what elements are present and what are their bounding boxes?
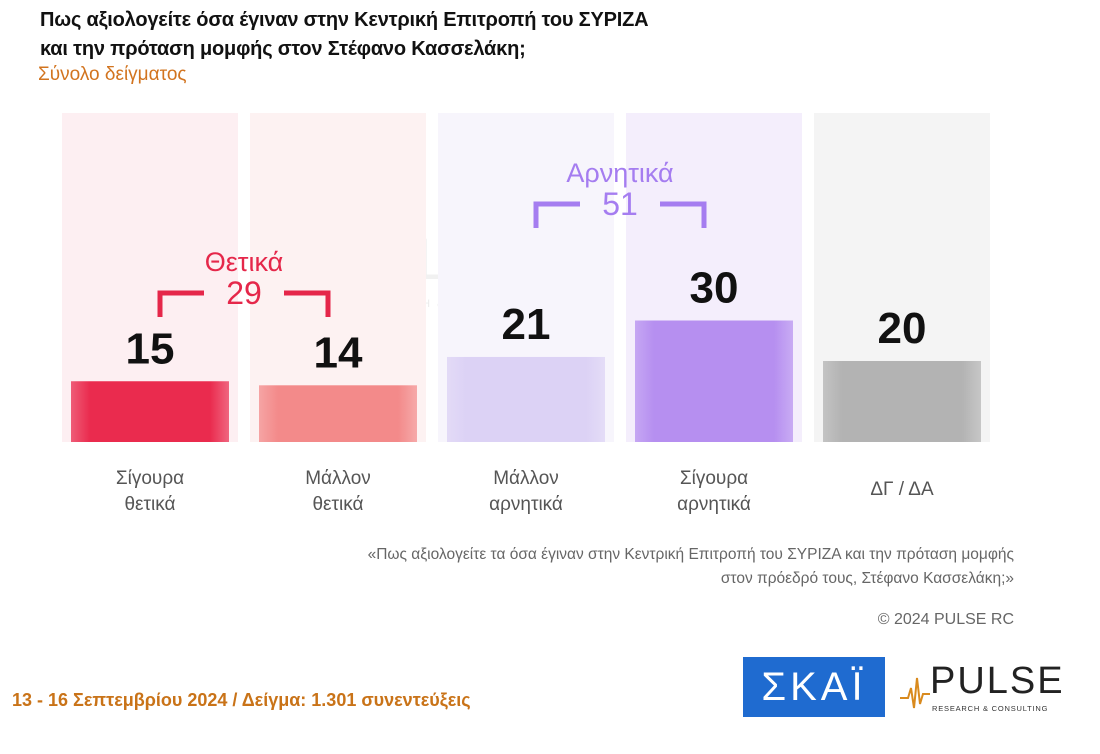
category-label: αρνητικά xyxy=(489,494,563,515)
quote-line-1: «Πως αξιολογείτε τα όσα έγιναν στην Κεντ… xyxy=(367,546,1014,563)
group-total-label: 51 xyxy=(602,186,638,222)
group-bracket xyxy=(660,201,707,228)
bar-value-label: 30 xyxy=(690,264,739,313)
pulse-logo: PULSE RESEARCH & CONSULTING xyxy=(900,660,1070,718)
bar-value-label: 14 xyxy=(314,328,363,377)
bar xyxy=(635,320,793,442)
group-total-label: 29 xyxy=(226,275,262,311)
bar xyxy=(71,381,229,442)
bar xyxy=(259,385,417,442)
group-bracket xyxy=(157,290,204,317)
skai-logo: ΣΚΑΪ xyxy=(743,657,885,717)
bar-value-label: 21 xyxy=(502,300,551,349)
bar-value-label: 15 xyxy=(126,324,175,373)
chart-title: Πως αξιολογείτε όσα έγιναν στην Κεντρική… xyxy=(40,6,800,64)
pulse-wave-icon xyxy=(900,677,930,709)
pulse-logo-sub: RESEARCH & CONSULTING xyxy=(932,704,1049,713)
survey-dates-sample: 13 - 16 Σεπτεμβρίου 2024 / Δείγμα: 1.301… xyxy=(12,690,471,710)
bar xyxy=(447,356,605,442)
category-label: Σίγουρα xyxy=(680,468,748,489)
bar-value-label: 20 xyxy=(878,304,927,353)
chart-subtitle: Σύνολο δείγματος xyxy=(38,64,187,85)
bar xyxy=(823,361,981,442)
question-quote: «Πως αξιολογείτε τα όσα έγιναν στην Κεντ… xyxy=(234,543,1014,591)
pulse-logo-word: PULSE xyxy=(930,660,1065,702)
category-label: Σίγουρα xyxy=(116,468,184,489)
category-label: Μάλλον xyxy=(305,468,371,489)
category-label: αρνητικά xyxy=(677,494,751,515)
group-bracket xyxy=(533,201,580,228)
category-label: ΔΓ / ΔΑ xyxy=(870,479,934,500)
title-line-1: Πως αξιολογείτε όσα έγιναν στην Κεντρική… xyxy=(40,9,649,31)
bar-chart: 15 Σίγουρα θετικά 14 Μάλλον θετικά 21 Μάλλον αρν… xyxy=(62,113,990,515)
category-label: Μάλλον xyxy=(493,468,559,489)
category-label: θετικά xyxy=(312,494,363,515)
copyright: © 2024 PULSE RC xyxy=(877,611,1014,628)
category-label: θετικά xyxy=(124,494,175,515)
group-name-label: Αρνητικά xyxy=(566,158,673,188)
quote-line-2: στον πρόεδρό τους, Στέφανο Κασσελάκη;» xyxy=(720,570,1014,587)
group-name-label: Θετικά xyxy=(205,247,283,277)
group-bracket xyxy=(284,290,331,317)
title-line-2: και την πρόταση μομφής στον Στέφανο Κασσ… xyxy=(40,38,526,60)
